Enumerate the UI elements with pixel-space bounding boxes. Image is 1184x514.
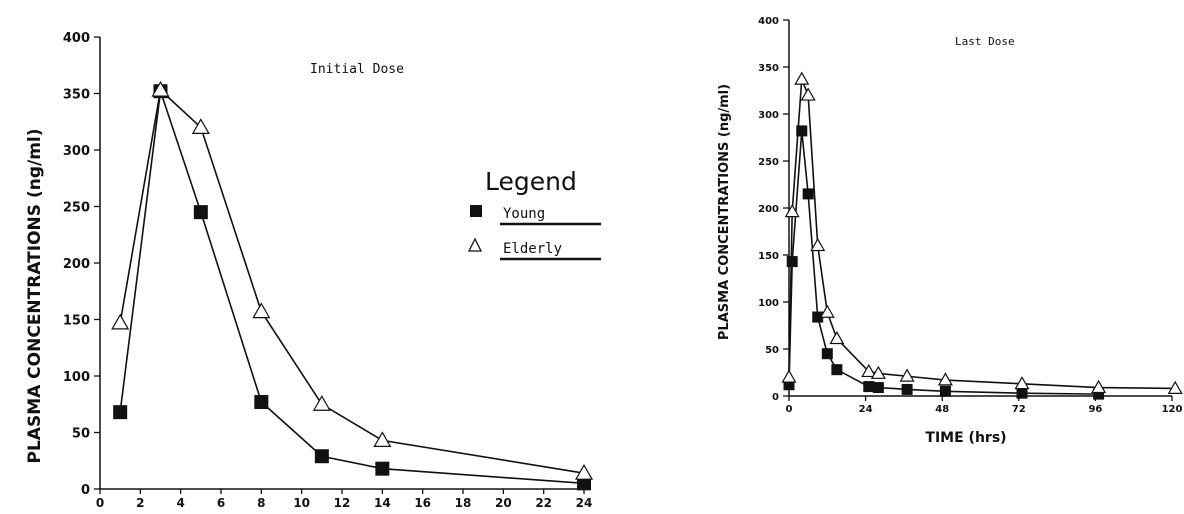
data-point-young [577, 476, 591, 491]
data-point-elderly [937, 372, 953, 386]
data-point-elderly [1167, 380, 1183, 394]
y-tick-label: 250 [758, 157, 779, 168]
y-tick-label: 100 [63, 370, 90, 385]
x-tick-label: 22 [535, 496, 552, 510]
data-point-young [113, 405, 128, 420]
x-axis-label: TIME (hrs) [925, 430, 1006, 446]
data-point-young [193, 205, 208, 220]
y-tick-label: 200 [63, 257, 90, 272]
x-tick-label: 8 [257, 496, 265, 510]
series-line-elderly [788, 78, 1176, 390]
data-point-young [863, 381, 875, 393]
data-point-elderly [1014, 376, 1030, 390]
x-tick-label: 24 [859, 404, 873, 415]
y-tick-label: 0 [81, 483, 90, 498]
x-tick-label: 96 [1088, 404, 1102, 415]
data-point-elderly [373, 431, 392, 448]
x-tick-label: 20 [495, 496, 512, 510]
last-dose-chart: PLASMA CONCENTRATIONS (ng/ml) Last Dose … [717, 16, 1183, 446]
data-point-young [939, 385, 951, 397]
x-tick-label: 4 [176, 496, 184, 510]
series-line-young [119, 90, 585, 485]
legend-young-label: Young [503, 206, 545, 222]
data-point-young [812, 311, 824, 323]
x-tick-label: 72 [1012, 404, 1026, 415]
data-point-young [802, 188, 814, 200]
data-point-young [786, 256, 798, 268]
x-tick-label: 16 [414, 496, 431, 510]
data-point-young [901, 383, 913, 395]
data-point-elderly [252, 302, 271, 319]
chart-title: Last Dose [955, 35, 1015, 48]
y-tick-label: 350 [758, 63, 779, 74]
chart-title: Initial Dose [310, 62, 404, 77]
y-axis-label: PLASMA CONCENTRATIONS (ng/ml) [717, 84, 732, 340]
y-tick-label: 100 [758, 298, 779, 309]
data-point-young [821, 348, 833, 360]
legend-elderly-label: Elderly [503, 241, 562, 257]
legend: Legend Young Elderly [467, 167, 601, 261]
data-point-elderly [819, 304, 835, 318]
y-tick-label: 150 [63, 313, 90, 328]
data-point-elderly [111, 313, 130, 330]
data-point-young [375, 461, 390, 476]
data-point-young [254, 394, 269, 409]
x-tick-label: 14 [374, 496, 391, 510]
x-tick-label: 24 [576, 496, 593, 510]
legend-title: Legend [485, 167, 577, 196]
legend-elderly-marker [467, 237, 483, 252]
y-axis-label: PLASMA CONCENTRATIONS (ng/ml) [25, 128, 45, 463]
x-tick-label: 10 [293, 496, 310, 510]
data-point-young [783, 379, 795, 391]
data-point-elderly [151, 80, 170, 97]
data-point-elderly [191, 118, 210, 134]
data-point-elderly [784, 204, 800, 218]
data-point-young [796, 125, 808, 137]
y-tick-label: 200 [758, 204, 779, 215]
data-point-elderly [829, 330, 845, 345]
data-point-young [831, 364, 843, 376]
data-point-young [314, 449, 329, 464]
data-point-elderly [870, 365, 886, 379]
data-point-elderly [899, 368, 915, 382]
x-tick-label: 48 [935, 404, 949, 415]
data-point-young [1016, 387, 1028, 399]
data-point-elderly [861, 363, 877, 378]
data-point-young [1093, 388, 1105, 400]
data-point-elderly [794, 71, 810, 85]
x-tick-label: 0 [786, 404, 793, 415]
y-tick-label: 0 [772, 392, 779, 403]
series-line-elderly [119, 88, 585, 474]
data-point-elderly [312, 395, 331, 411]
y-tick-label: 400 [63, 31, 90, 46]
data-point-elderly [800, 87, 816, 101]
data-point-elderly [810, 237, 826, 252]
y-tick-label: 250 [63, 200, 90, 215]
y-tick-label: 400 [758, 16, 779, 27]
x-tick-label: 18 [455, 496, 472, 510]
y-tick-label: 350 [63, 87, 90, 102]
series-line-young [788, 130, 1099, 395]
y-tick-label: 300 [63, 144, 90, 159]
data-point-young [872, 382, 884, 394]
x-tick-label: 0 [96, 496, 104, 510]
x-tick-label: 12 [334, 496, 351, 510]
x-tick-label: 120 [1162, 404, 1183, 415]
x-tick-label: 2 [136, 496, 144, 510]
data-point-elderly [574, 463, 594, 480]
y-tick-label: 50 [72, 426, 90, 441]
y-tick-label: 50 [765, 345, 779, 356]
y-tick-label: 300 [758, 110, 779, 121]
data-point-elderly [781, 369, 797, 383]
initial-dose-chart: PLASMA CONCENTRATIONS (ng/ml) Initial Do… [25, 31, 601, 510]
y-tick-label: 150 [758, 251, 779, 262]
data-point-elderly [1091, 379, 1107, 394]
legend-young-marker [470, 205, 482, 217]
x-tick-label: 6 [217, 496, 225, 510]
